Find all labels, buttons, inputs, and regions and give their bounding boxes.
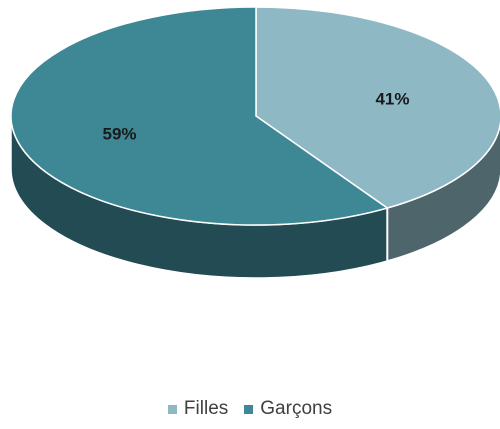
slice-garcons [10,6,389,226]
pie-chart-canvas: 41% 59% [10,6,500,279]
data-label-garcons: 59% [103,125,137,144]
legend-swatch-filles [167,404,177,414]
legend-item-garcons: Garçons [244,398,332,420]
slice-filles [255,6,500,209]
legend-swatch-garcons [244,404,254,414]
legend-label-filles: Filles [183,398,229,419]
legend-item-filles: Filles [167,398,229,420]
legend-label-garcons: Garçons [260,398,333,419]
data-label-filles: 41% [375,89,409,108]
legend: Filles Garçons [0,398,500,420]
